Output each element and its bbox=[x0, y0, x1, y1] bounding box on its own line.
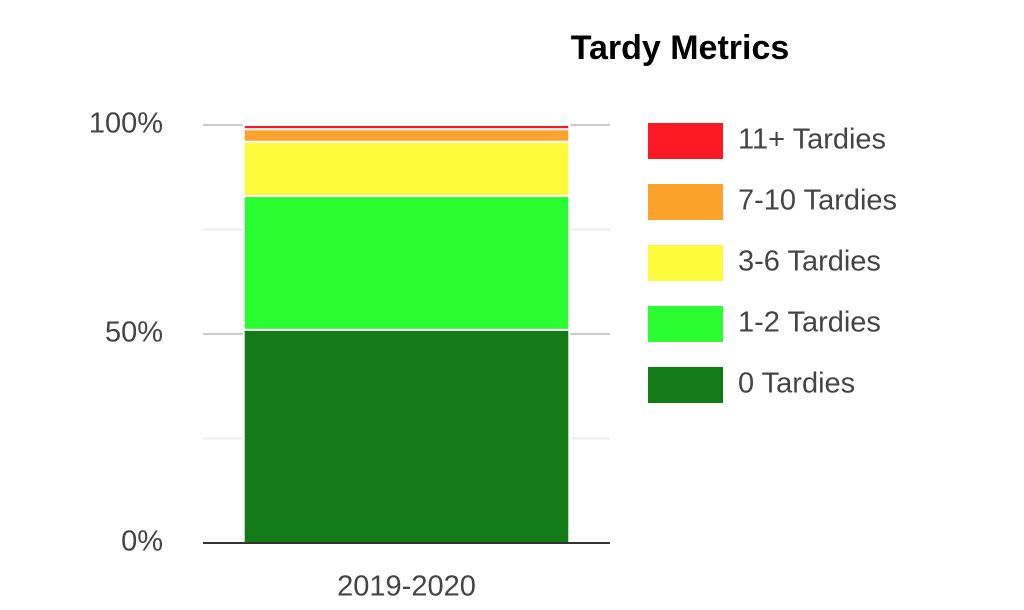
bar-segment bbox=[242, 128, 571, 143]
legend-label: 1-2 Tardies bbox=[738, 307, 881, 339]
y-tick-label: 50% bbox=[105, 317, 163, 349]
legend-label: 3-6 Tardies bbox=[738, 246, 881, 278]
chart-title: Tardy Metrics bbox=[571, 29, 790, 67]
legend-swatch bbox=[648, 184, 723, 220]
bar-segment bbox=[242, 140, 571, 198]
bar-segment bbox=[242, 124, 571, 131]
legend-swatch bbox=[648, 306, 723, 342]
bar-segment bbox=[242, 328, 571, 544]
legend-swatch bbox=[648, 245, 723, 281]
legend-label: 0 Tardies bbox=[738, 368, 855, 400]
legend-swatch bbox=[648, 367, 723, 403]
y-tick-label: 100% bbox=[89, 108, 163, 140]
legend-label: 7-10 Tardies bbox=[738, 185, 897, 217]
legend-swatch bbox=[648, 123, 723, 159]
bar-segment bbox=[242, 195, 571, 331]
legend-label: 11+ Tardies bbox=[738, 124, 886, 156]
x-tick-label: 2019-2020 bbox=[337, 571, 476, 603]
y-tick-label: 0% bbox=[121, 526, 163, 558]
